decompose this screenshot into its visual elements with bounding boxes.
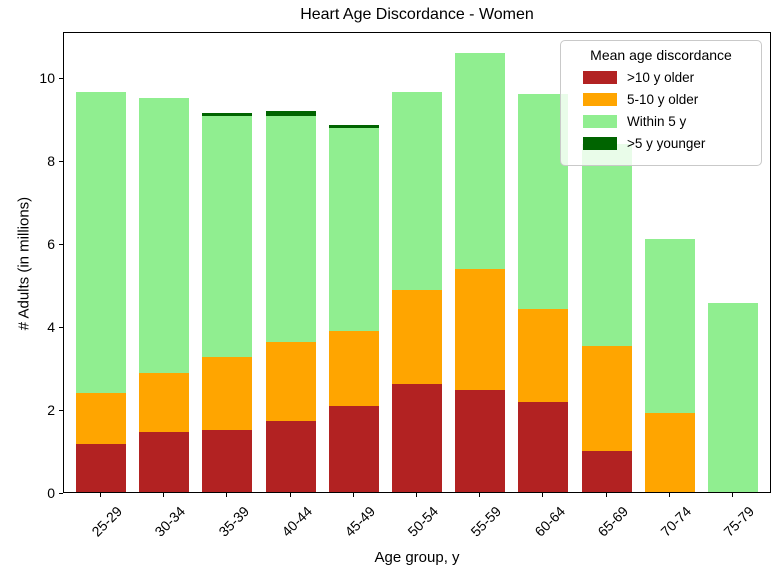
bar-segment xyxy=(202,429,253,492)
y-tick-mark xyxy=(59,160,63,162)
x-tick-mark xyxy=(732,493,733,497)
x-tick-label: 70-74 xyxy=(657,503,695,540)
y-tick-mark xyxy=(59,492,63,494)
bar-segment xyxy=(76,91,126,393)
bar-segment xyxy=(392,92,442,290)
bar-segment xyxy=(202,116,253,357)
x-axis-label: Age group, y xyxy=(374,549,460,566)
bar-segment xyxy=(265,115,316,342)
x-tick-mark xyxy=(542,493,544,497)
bar-segment xyxy=(328,128,379,331)
x-tick-mark xyxy=(479,493,481,497)
bar-segment xyxy=(518,309,569,403)
x-tick-label: 60-64 xyxy=(531,503,568,540)
legend-swatch-icon xyxy=(583,93,617,106)
legend-entry: >10 y older xyxy=(583,70,753,85)
legend-entries: >10 y older 5-10 y older Within 5 y >5 y yo… xyxy=(569,70,753,151)
bar-35-39 xyxy=(202,33,253,492)
bar-segment xyxy=(202,112,253,116)
x-tick-label: 65-69 xyxy=(594,503,631,540)
bar-segment xyxy=(455,53,506,269)
bar-segment xyxy=(708,302,758,492)
x-tick-mark xyxy=(416,493,417,497)
x-tick-mark xyxy=(605,493,607,497)
bar-segment xyxy=(202,356,253,430)
bar-segment xyxy=(581,450,632,492)
bar-70-74 xyxy=(644,33,695,492)
bar-55-59 xyxy=(455,33,506,492)
legend-swatch-icon xyxy=(583,115,617,128)
bar-segment xyxy=(139,431,190,492)
legend-entry-label: >10 y older xyxy=(627,70,695,85)
bar-segment xyxy=(328,330,379,406)
bar-segment xyxy=(455,268,506,391)
legend-swatch-icon xyxy=(583,71,617,84)
bar-segment xyxy=(76,443,126,492)
y-tick-label: 2 xyxy=(47,402,55,419)
bar-30-34 xyxy=(139,33,190,492)
y-tick-label: 0 xyxy=(47,485,55,501)
bar-25-29 xyxy=(76,33,126,492)
bar-segment xyxy=(392,384,442,492)
x-tick-mark xyxy=(163,493,165,497)
x-tick-label: 45-49 xyxy=(341,503,379,540)
bar-50-54 xyxy=(392,33,442,492)
bar-segment xyxy=(644,413,695,492)
x-tick-label: 40-44 xyxy=(278,503,315,540)
y-tick-mark xyxy=(59,243,63,245)
chart-title: Heart Age Discordance - Women xyxy=(300,6,534,23)
x-tick-mark xyxy=(226,493,228,497)
y-tick-mark xyxy=(59,409,63,411)
x-tick-mark xyxy=(668,493,670,497)
x-tick-label: 75-79 xyxy=(720,503,758,540)
bar-segment xyxy=(518,402,569,492)
bar-segment xyxy=(392,289,442,385)
legend-title: Mean age discordance xyxy=(590,47,732,63)
y-tick-mark xyxy=(59,326,63,328)
x-tick-mark xyxy=(352,493,354,497)
y-tick-label: 6 xyxy=(47,236,55,253)
y-axis-label: # Adults (in millions) xyxy=(15,196,33,331)
bar-segment xyxy=(76,392,126,444)
bar-45-49 xyxy=(328,33,379,492)
legend-entry-label: Within 5 y xyxy=(627,114,687,129)
bar-segment xyxy=(139,372,190,432)
bar-75-79 xyxy=(708,33,758,492)
x-tick-label: 35-39 xyxy=(215,503,252,540)
bar-40-44 xyxy=(265,33,316,492)
legend-swatch-icon xyxy=(583,137,617,150)
legend-entry-label: >5 y younger xyxy=(627,136,706,151)
x-tick-label: 50-54 xyxy=(404,503,442,540)
bar-65-69 xyxy=(581,33,632,492)
bar-segment xyxy=(328,124,379,129)
legend-entry: 5-10 y older xyxy=(583,92,753,107)
bar-segment xyxy=(581,143,632,346)
bar-segment xyxy=(139,98,190,373)
x-tick-label: 25-29 xyxy=(88,503,126,540)
legend-entry: >5 y younger xyxy=(583,136,753,151)
y-tick-mark xyxy=(59,77,63,79)
x-tick-label: 30-34 xyxy=(151,503,189,540)
bar-segment xyxy=(644,238,695,414)
x-tick-mark xyxy=(289,493,291,497)
legend-entry: Within 5 y xyxy=(583,114,753,129)
y-tick-label: 4 xyxy=(47,319,55,336)
y-tick-label: 8 xyxy=(47,153,55,170)
bar-segment xyxy=(455,390,506,492)
y-tick-label: 10 xyxy=(39,70,55,87)
legend-entry-label: 5-10 y older xyxy=(627,92,699,107)
bar-segment xyxy=(265,341,316,421)
bar-segment xyxy=(265,111,316,116)
bar-segment xyxy=(581,345,632,451)
x-tick-label: 55-59 xyxy=(467,503,505,540)
x-tick-mark xyxy=(100,493,101,497)
legend: Mean age discordance >10 y older 5-10 y o… xyxy=(560,40,762,166)
bar-segment xyxy=(328,405,379,492)
bar-segment xyxy=(265,420,316,492)
